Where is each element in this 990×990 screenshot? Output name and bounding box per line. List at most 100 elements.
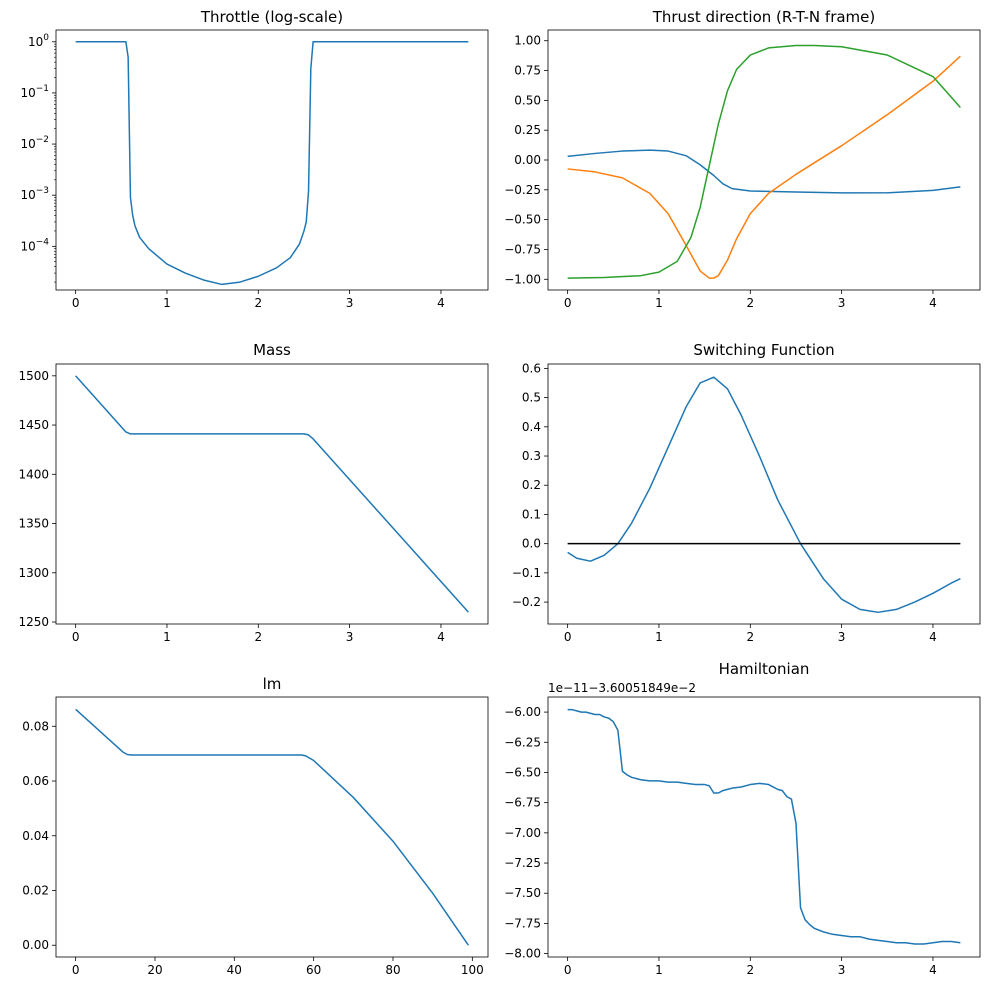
x-tick-label: 0 bbox=[72, 296, 80, 310]
y-tick-label: −0.1 bbox=[512, 566, 541, 580]
y-tick-label: −6.00 bbox=[504, 705, 541, 719]
y-tick-label: 10−1 bbox=[20, 84, 49, 100]
y-tick-label: 0.0 bbox=[522, 537, 541, 551]
y-tick-label: 0.6 bbox=[522, 361, 541, 375]
axis-offset-text: 1e−11−3.60051849e−2 bbox=[548, 681, 696, 695]
y-tick-label: 1350 bbox=[18, 517, 49, 531]
chart-title: Thrust direction (R-T-N frame) bbox=[652, 8, 876, 26]
x-tick-label: 3 bbox=[838, 963, 846, 977]
y-tick-label: −0.25 bbox=[504, 183, 541, 197]
y-tick-label: 0.06 bbox=[22, 774, 49, 788]
y-tick-label: 0.1 bbox=[522, 507, 541, 521]
chart-title: Throttle (log-scale) bbox=[200, 8, 343, 26]
y-tick-label: 1400 bbox=[18, 467, 49, 481]
y-tick-label: −7.00 bbox=[504, 826, 541, 840]
x-tick-label: 100 bbox=[461, 963, 484, 977]
series-line-0 bbox=[75, 375, 469, 613]
y-tick-label: 0.75 bbox=[514, 64, 541, 78]
x-tick-label: 3 bbox=[346, 630, 354, 644]
x-tick-label: 0 bbox=[72, 963, 80, 977]
y-tick-label: 0.25 bbox=[514, 123, 541, 137]
y-tick-label: 0.00 bbox=[22, 938, 49, 952]
subplot-mass: Mass 0 1 2 3 4 1250 1300 1350 1400 1450 1500 bbox=[18, 341, 489, 644]
x-tick-label: 3 bbox=[838, 630, 846, 644]
y-tick-label: 1250 bbox=[18, 615, 49, 629]
y-tick-label: 0.3 bbox=[522, 449, 541, 463]
axes-frame bbox=[55, 696, 489, 958]
y-tick-label: 0.08 bbox=[22, 719, 49, 733]
subplot-switching-function: Switching Function 0 1 2 3 4 −0.2 −0.1 0.0 0.1 0.… bbox=[512, 341, 981, 644]
x-tick-label: 1 bbox=[163, 630, 171, 644]
y-tick-label: −7.75 bbox=[504, 916, 541, 930]
x-tick-label: 1 bbox=[655, 630, 663, 644]
y-tick-label: 100 bbox=[28, 33, 49, 49]
chart-title: Mass bbox=[253, 341, 291, 359]
series-line-2 bbox=[567, 44, 961, 279]
y-tick-label: −0.75 bbox=[504, 242, 541, 256]
series-line-0 bbox=[567, 708, 961, 945]
y-tick-label: −6.75 bbox=[504, 796, 541, 810]
x-tick-label: 2 bbox=[746, 963, 754, 977]
y-tick-label: 0.04 bbox=[22, 829, 49, 843]
series-line-0 bbox=[75, 708, 469, 946]
y-tick-label: −0.2 bbox=[512, 595, 541, 609]
y-tick-label: 0.02 bbox=[22, 883, 49, 897]
y-tick-label: 10−3 bbox=[20, 186, 49, 202]
series-line-0 bbox=[567, 149, 961, 194]
y-tick-label: 10−2 bbox=[20, 135, 49, 151]
y-tick-label: 0.50 bbox=[514, 93, 541, 107]
chart-title: Switching Function bbox=[693, 341, 834, 359]
x-tick-label: 60 bbox=[306, 963, 321, 977]
y-tick-label: −8.00 bbox=[504, 947, 541, 961]
axes-frame bbox=[547, 363, 981, 625]
subplot-hamiltonian: Hamiltonian 1e−11−3.60051849e−2 0 1 2 3 4 −8.… bbox=[504, 660, 981, 977]
x-tick-label: 0 bbox=[564, 296, 572, 310]
chart-title: Hamiltonian bbox=[719, 660, 810, 678]
y-tick-label: 1300 bbox=[18, 566, 49, 580]
y-tick-label: 0.4 bbox=[522, 420, 541, 434]
x-tick-label: 4 bbox=[437, 630, 445, 644]
subplot-lm: lm 0 20 40 60 80 100 0.00 0.02 0.04 0.06 0.08 bbox=[22, 675, 489, 977]
x-tick-label: 4 bbox=[437, 296, 445, 310]
x-tick-label: 0 bbox=[72, 630, 80, 644]
y-tick-label: −1.00 bbox=[504, 272, 541, 286]
x-tick-label: 4 bbox=[929, 296, 937, 310]
x-tick-label: 1 bbox=[655, 963, 663, 977]
y-tick-label: −7.25 bbox=[504, 856, 541, 870]
x-tick-label: 20 bbox=[147, 963, 162, 977]
y-tick-label: −6.50 bbox=[504, 765, 541, 779]
x-tick-label: 3 bbox=[346, 296, 354, 310]
x-tick-label: 2 bbox=[254, 630, 262, 644]
y-tick-label: −7.50 bbox=[504, 886, 541, 900]
y-tick-label: 1450 bbox=[18, 418, 49, 432]
chart-title: lm bbox=[263, 675, 282, 693]
series-line-0 bbox=[75, 41, 469, 286]
axes-frame bbox=[547, 696, 981, 958]
y-tick-label: 0.5 bbox=[522, 391, 541, 405]
x-tick-label: 4 bbox=[929, 963, 937, 977]
x-tick-label: 40 bbox=[227, 963, 242, 977]
x-tick-label: 3 bbox=[838, 296, 846, 310]
axes-frame bbox=[55, 363, 489, 625]
x-tick-label: 1 bbox=[655, 296, 663, 310]
y-tick-label: 0.2 bbox=[522, 478, 541, 492]
y-tick-label: −6.25 bbox=[504, 735, 541, 749]
y-tick-label: 1.00 bbox=[514, 34, 541, 48]
x-tick-label: 0 bbox=[564, 963, 572, 977]
x-tick-label: 4 bbox=[929, 630, 937, 644]
subplot-thrust-direction: Thrust direction (R-T-N frame) 0 1 2 3 4 −1.0… bbox=[504, 8, 981, 310]
x-tick-label: 2 bbox=[746, 630, 754, 644]
x-tick-label: 1 bbox=[163, 296, 171, 310]
x-tick-label: 2 bbox=[746, 296, 754, 310]
x-tick-label: 2 bbox=[254, 296, 262, 310]
y-tick-label: −0.50 bbox=[504, 213, 541, 227]
y-tick-label: 10−4 bbox=[20, 237, 49, 253]
subplot-throttle: Throttle (log-scale) 0 1 2 3 4 10−4 10−3 10−2 10… bbox=[20, 8, 489, 310]
axes-frame bbox=[55, 29, 489, 291]
x-tick-label: 0 bbox=[564, 630, 572, 644]
y-tick-label: 1500 bbox=[18, 369, 49, 383]
x-tick-label: 80 bbox=[385, 963, 400, 977]
y-tick-label: 0.00 bbox=[514, 153, 541, 167]
